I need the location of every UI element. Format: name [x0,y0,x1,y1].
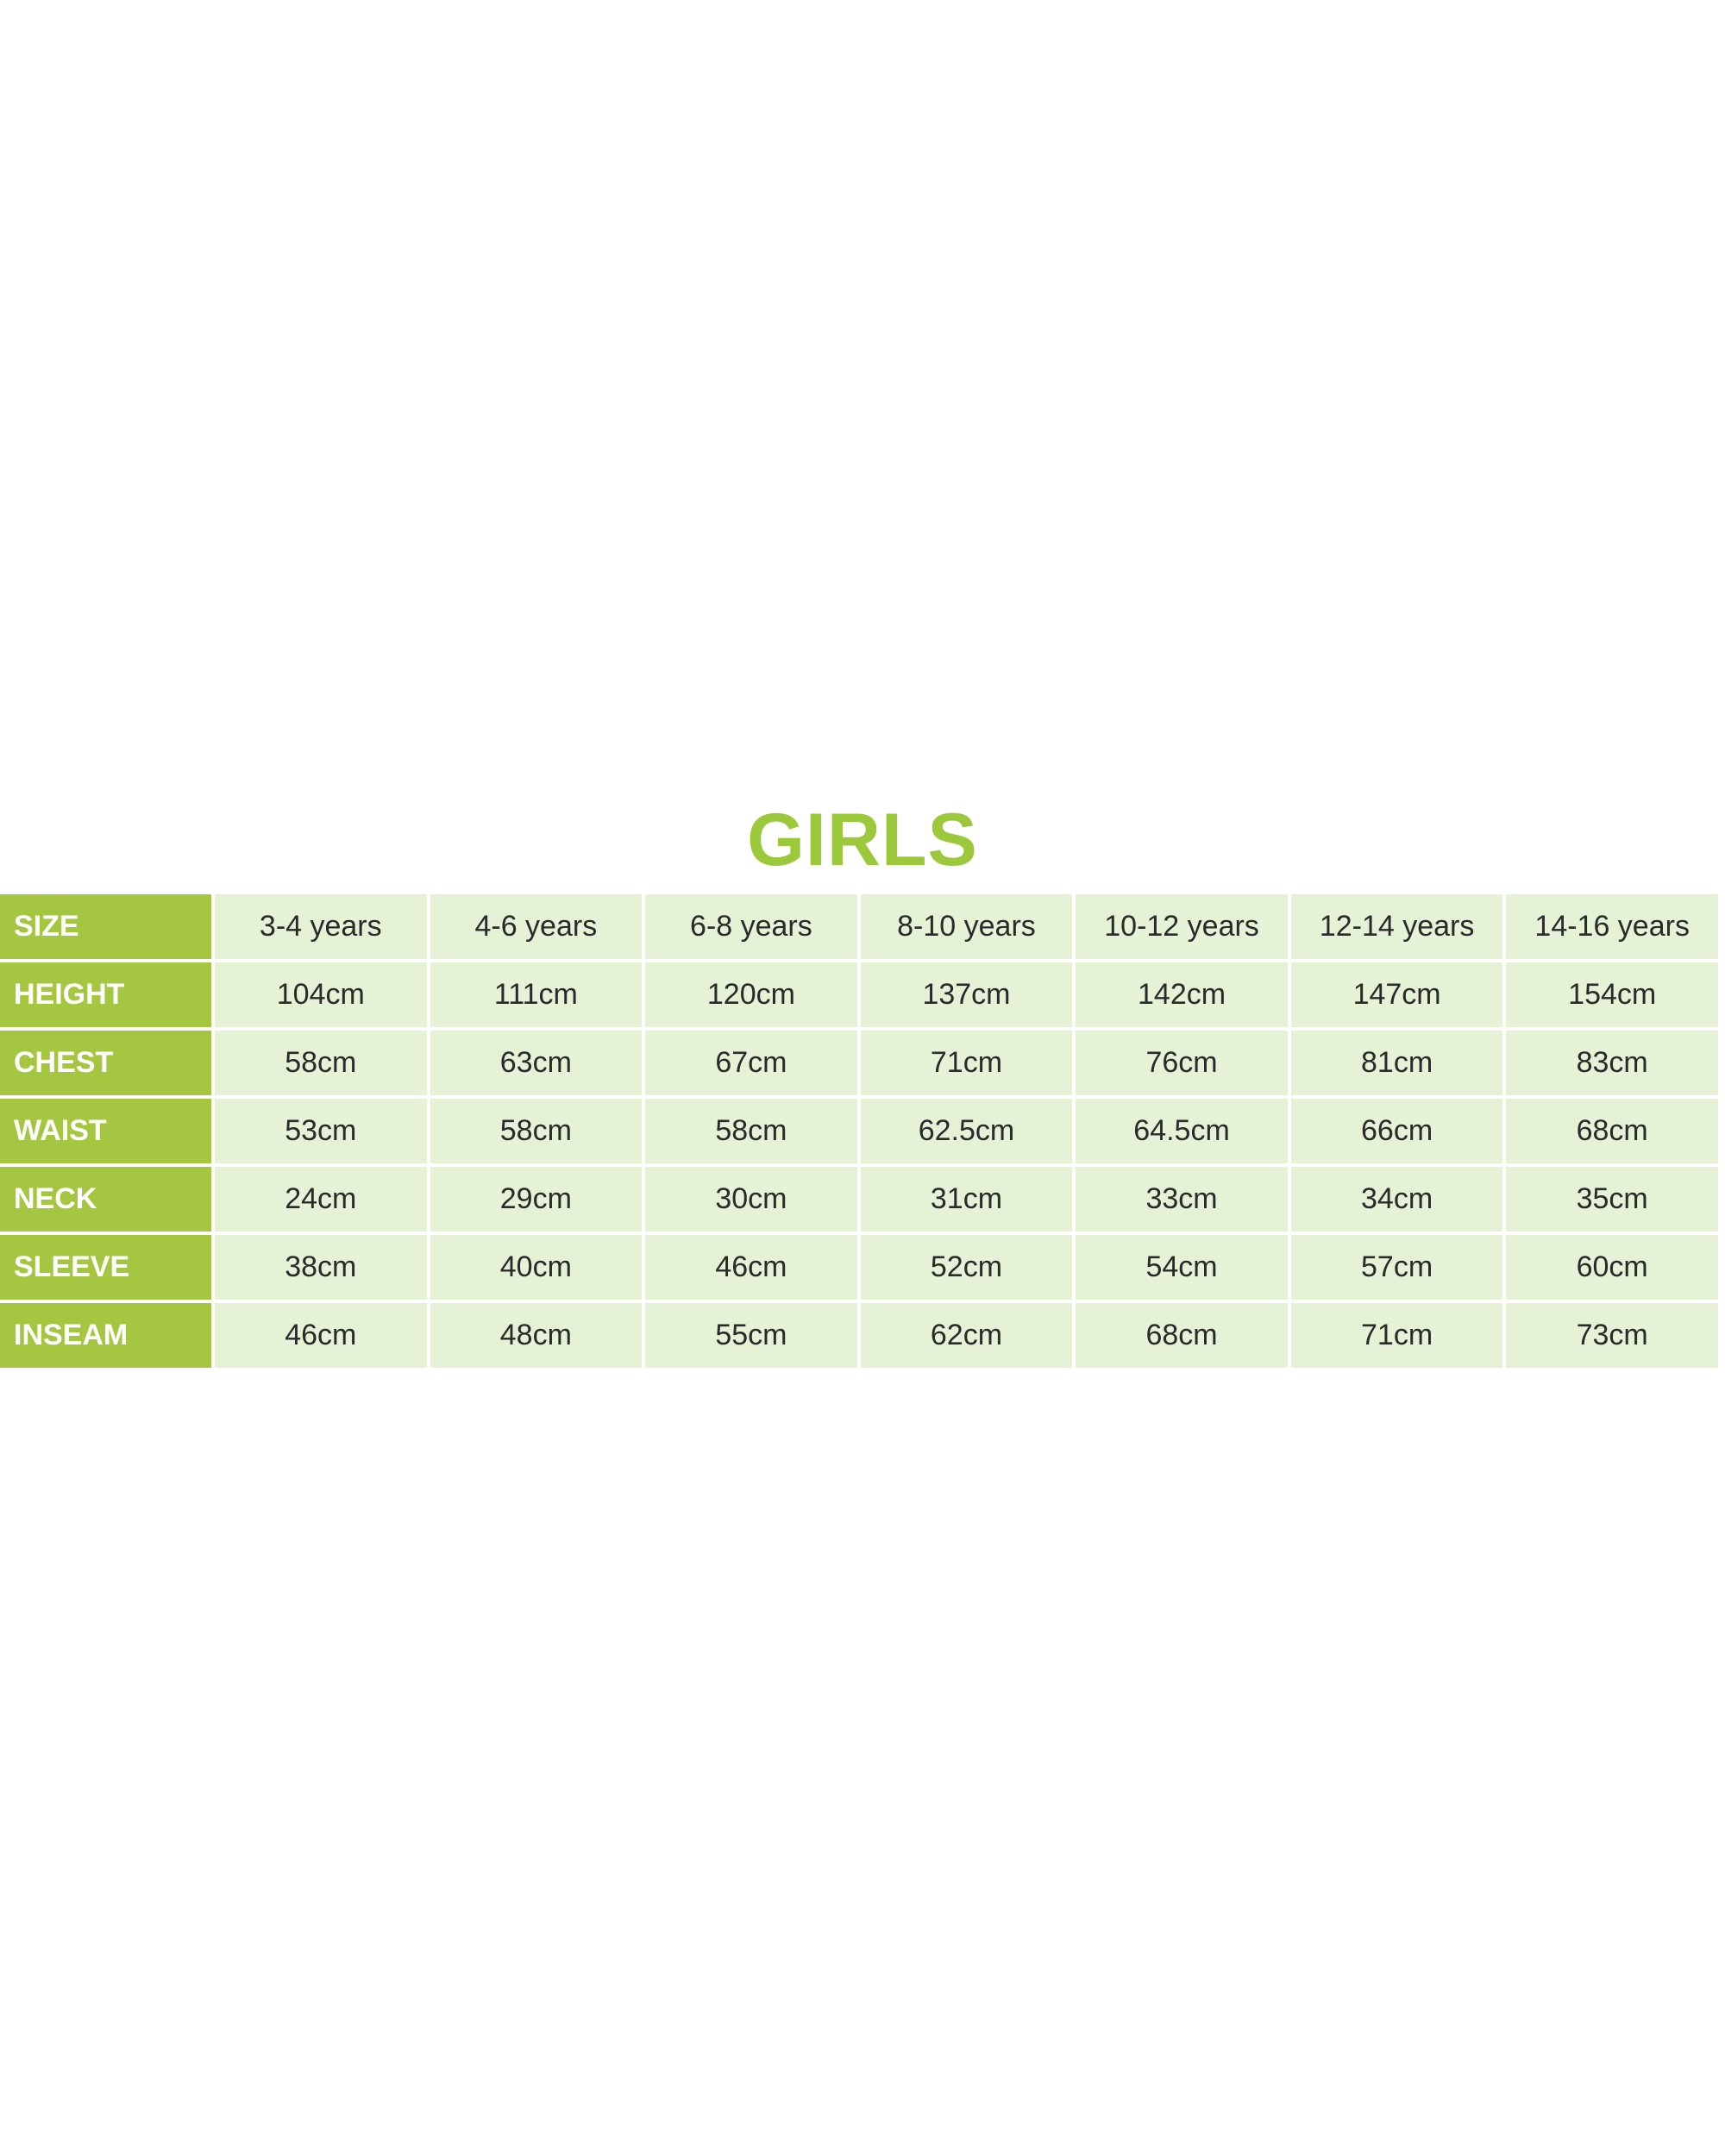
measurement-cell: 68cm [1072,1300,1291,1371]
measurement-cell: 38cm [211,1232,430,1303]
table-row-neck: NECK 24cm 29cm 30cm 31cm 33cm 34cm 35cm [0,1163,1722,1235]
measurement-cell: 57cm [1287,1232,1507,1303]
measurement-cell: 142cm [1072,959,1291,1031]
table-row-size: SIZE 3-4 years 4-6 years 6-8 years 8-10 year… [0,894,1722,962]
measurement-cell: 58cm [642,1095,861,1167]
measurement-cell: 111cm [426,959,646,1031]
measurement-cell: 53cm [211,1095,430,1167]
size-chart-table: SIZE 3-4 years 4-6 years 6-8 years 8-10 year… [0,894,1722,1371]
row-label: CHEST [0,1027,215,1099]
measurement-cell: 64.5cm [1072,1095,1291,1167]
measurement-cell: 30cm [642,1163,861,1235]
measurement-cell: 62.5cm [856,1095,1076,1167]
row-label: INSEAM [0,1300,215,1371]
measurement-cell: 58cm [426,1095,646,1167]
row-label: WAIST [0,1095,215,1167]
measurement-cell: 29cm [426,1163,646,1235]
measurement-cell: 66cm [1287,1095,1507,1167]
row-label: SIZE [0,894,215,962]
measurement-cell: 40cm [426,1232,646,1303]
measurement-cell: 83cm [1502,1027,1722,1099]
measurement-cell: 34cm [1287,1163,1507,1235]
table-row-waist: WAIST 53cm 58cm 58cm 62.5cm 64.5cm 66cm 68cm [0,1095,1722,1167]
row-label: NECK [0,1163,215,1235]
row-label: HEIGHT [0,959,215,1031]
measurement-cell: 58cm [211,1027,430,1099]
size-header-cell: 12-14 years [1287,894,1507,962]
measurement-cell: 31cm [856,1163,1076,1235]
table-row-inseam: INSEAM 46cm 48cm 55cm 62cm 68cm 71cm 73cm [0,1300,1722,1371]
size-header-cell: 4-6 years [426,894,646,962]
size-header-cell: 8-10 years [856,894,1076,962]
table-row-height: HEIGHT 104cm 111cm 120cm 137cm 142cm 147cm 154c… [0,959,1722,1031]
measurement-cell: 52cm [856,1232,1076,1303]
measurement-cell: 71cm [1287,1300,1507,1371]
measurement-cell: 54cm [1072,1232,1291,1303]
measurement-cell: 33cm [1072,1163,1291,1235]
row-label: SLEEVE [0,1232,215,1303]
measurement-cell: 48cm [426,1300,646,1371]
measurement-cell: 120cm [642,959,861,1031]
measurement-cell: 137cm [856,959,1076,1031]
measurement-cell: 68cm [1502,1095,1722,1167]
measurement-cell: 55cm [642,1300,861,1371]
measurement-cell: 76cm [1072,1027,1291,1099]
size-header-cell: 10-12 years [1072,894,1291,962]
measurement-cell: 73cm [1502,1300,1722,1371]
measurement-cell: 147cm [1287,959,1507,1031]
size-header-cell: 3-4 years [211,894,430,962]
table-row-chest: CHEST 58cm 63cm 67cm 71cm 76cm 81cm 83cm [0,1027,1722,1099]
measurement-cell: 63cm [426,1027,646,1099]
measurement-cell: 24cm [211,1163,430,1235]
measurement-cell: 46cm [211,1300,430,1371]
measurement-cell: 81cm [1287,1027,1507,1099]
table-row-sleeve: SLEEVE 38cm 40cm 46cm 52cm 54cm 57cm 60cm [0,1232,1722,1303]
chart-title: GIRLS [747,799,978,881]
measurement-cell: 104cm [211,959,430,1031]
size-header-cell: 14-16 years [1502,894,1722,962]
measurement-cell: 62cm [856,1300,1076,1371]
measurement-cell: 154cm [1502,959,1722,1031]
measurement-cell: 35cm [1502,1163,1722,1235]
measurement-cell: 46cm [642,1232,861,1303]
size-header-cell: 6-8 years [642,894,861,962]
measurement-cell: 71cm [856,1027,1076,1099]
measurement-cell: 60cm [1502,1232,1722,1303]
measurement-cell: 67cm [642,1027,861,1099]
